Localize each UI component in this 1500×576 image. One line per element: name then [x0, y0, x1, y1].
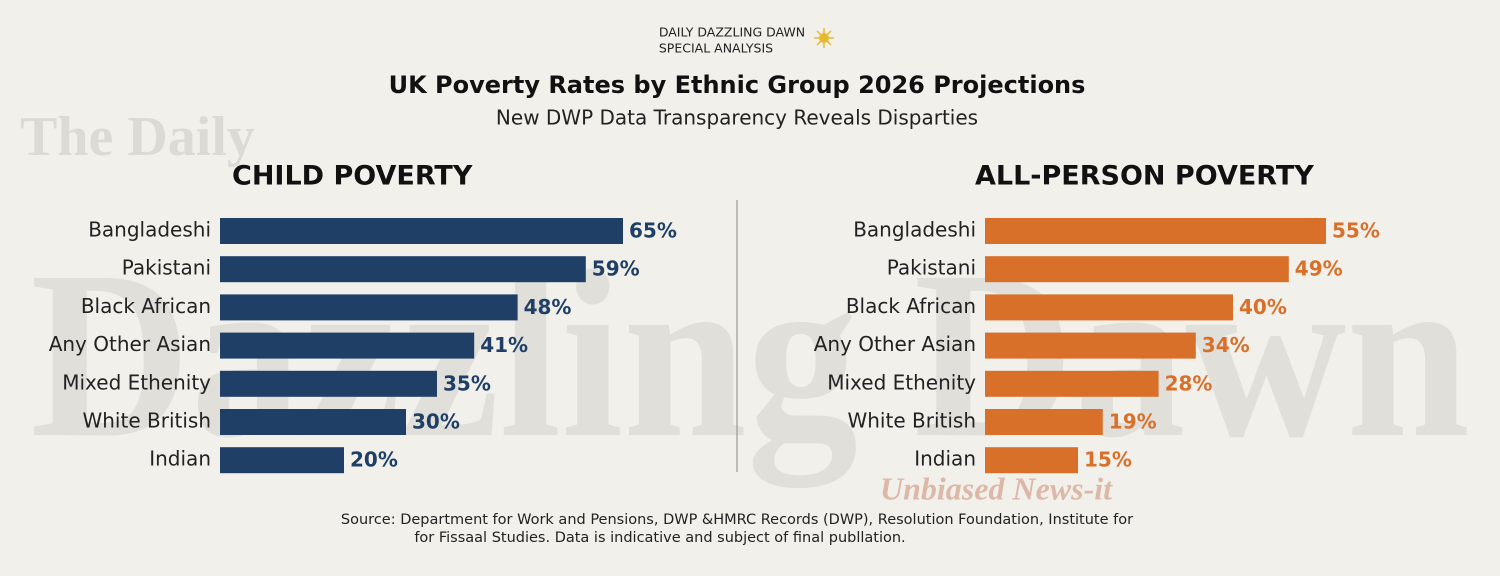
bar [985, 294, 1233, 321]
value-label: 65% [629, 219, 677, 243]
value-label: 59% [592, 257, 640, 281]
value-label: 49% [1295, 257, 1343, 281]
category-label: Any Other Asian [49, 332, 211, 356]
category-label: Mixed Ethenity [827, 370, 976, 394]
value-label: 48% [524, 295, 572, 319]
value-label: 40% [1239, 295, 1287, 319]
bar [220, 447, 344, 474]
value-label: 30% [412, 410, 460, 434]
bar [220, 294, 518, 321]
category-label: White British [82, 409, 211, 433]
category-label: Indian [149, 447, 211, 471]
bar [220, 218, 623, 244]
value-label: 41% [480, 333, 528, 357]
bar [985, 332, 1196, 359]
bar [985, 218, 1326, 244]
bar [985, 447, 1078, 474]
bar [220, 256, 586, 283]
bar [220, 332, 475, 359]
category-label: Black African [846, 294, 976, 318]
watermark-top: The Daily [20, 106, 255, 168]
category-label: White British [847, 409, 976, 433]
category-label: Mixed Ethenity [62, 370, 211, 394]
bar [985, 409, 1103, 435]
value-label: 35% [443, 371, 491, 395]
brand: DAILY DAZZLING DAWN [659, 25, 805, 40]
subtitle: New DWP Data Transparency Reveals Dispar… [496, 106, 978, 130]
source-line: for Fissaal Studies. Data is indicative … [414, 530, 905, 546]
category-label: Pakistani [887, 256, 976, 280]
bar [985, 370, 1159, 397]
kicker: SPECIAL ANALYSIS [659, 41, 773, 56]
category-label: Bangladeshi [853, 218, 976, 242]
category-label: Indian [914, 447, 976, 471]
value-label: 19% [1109, 410, 1157, 434]
bar [220, 409, 406, 435]
value-label: 28% [1165, 371, 1213, 395]
watermark-tagline: Unbiased News-it [880, 470, 1113, 506]
bar [985, 256, 1289, 283]
title: UK Poverty Rates by Ethnic Group 2026 Pr… [389, 71, 1086, 99]
bar [220, 370, 437, 397]
category-label: Any Other Asian [814, 332, 976, 356]
chart-title: CHILD POVERTY [232, 161, 473, 192]
sun-icon [814, 28, 834, 48]
category-label: Black African [81, 294, 211, 318]
chart-title: ALL-PERSON POVERTY [975, 161, 1314, 192]
category-label: Pakistani [122, 256, 211, 280]
value-label: 55% [1332, 219, 1380, 243]
value-label: 34% [1202, 333, 1250, 357]
value-label: 20% [350, 448, 398, 472]
category-label: Bangladeshi [88, 218, 211, 242]
source-line: Source: Department for Work and Pensions… [341, 512, 1133, 528]
value-label: 15% [1084, 448, 1132, 472]
